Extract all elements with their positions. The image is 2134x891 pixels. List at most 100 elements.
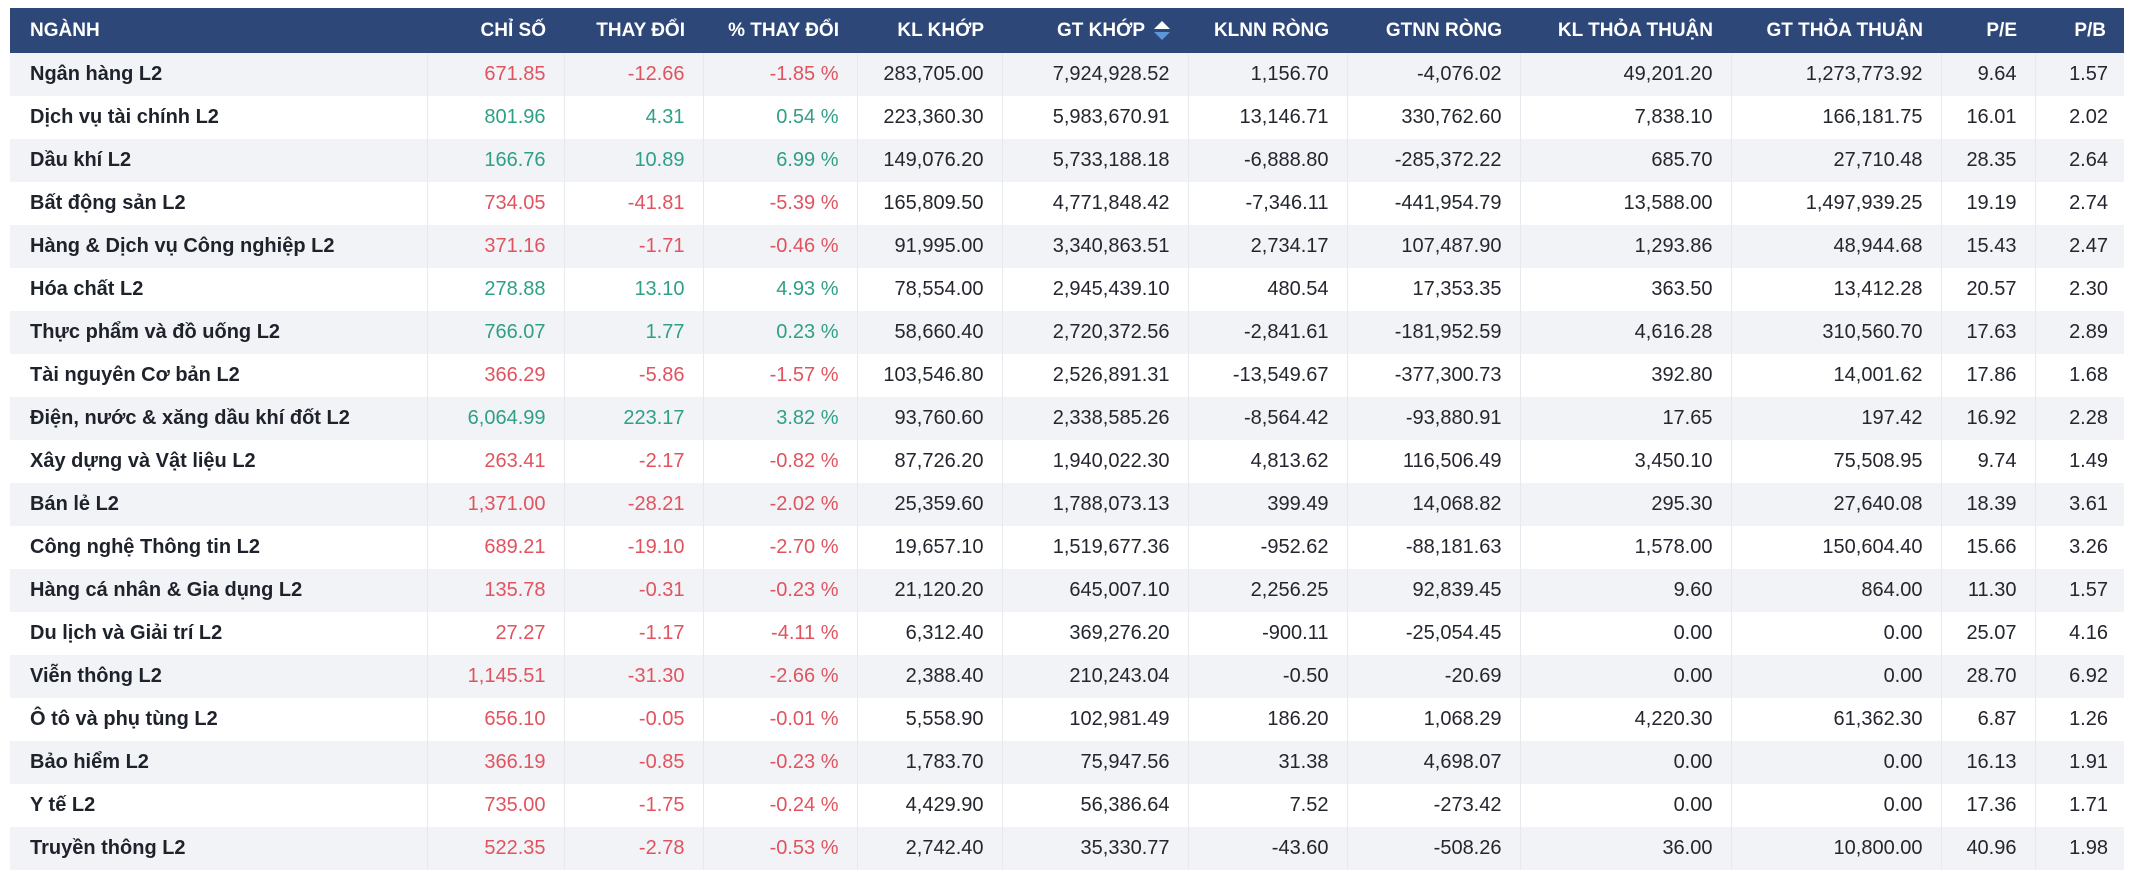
- cell-thay-doi: -19.10: [563, 526, 703, 569]
- cell-pct-thay-doi: -1.57 %: [702, 354, 857, 397]
- table-row[interactable]: Tài nguyên Cơ bản L2 366.29 -5.86 -1.57 % 10…: [10, 354, 2124, 397]
- column-header-pct-thay-doi[interactable]: % THAY ĐỔI: [703, 8, 857, 53]
- cell-gtnn-rong: -25,054.45: [1346, 612, 1520, 655]
- cell-kl-thoa-thuan: 392.80: [1519, 354, 1731, 397]
- table-row[interactable]: Truyền thông L2 522.35 -2.78 -0.53 % 2,742.4…: [10, 827, 2124, 870]
- cell-pct-thay-doi: 0.23 %: [702, 311, 857, 354]
- cell-kl-khop: 6,312.40: [856, 612, 1002, 655]
- cell-pct-thay-doi: -1.85 %: [702, 53, 857, 96]
- cell-klnn-rong: 1,156.70: [1187, 53, 1347, 96]
- cell-pe: 17.36: [1940, 784, 2035, 827]
- column-header-pe[interactable]: P/E: [1941, 8, 2035, 53]
- table-row[interactable]: Hóa chất L2 278.88 13.10 4.93 % 78,554.00 2,9…: [10, 268, 2124, 311]
- cell-gt-thoa-thuan: 75,508.95: [1730, 440, 1941, 483]
- table-row[interactable]: Bảo hiểm L2 366.19 -0.85 -0.23 % 1,783.70 75,…: [10, 741, 2124, 784]
- cell-thay-doi: 223.17: [563, 397, 703, 440]
- cell-kl-khop: 2,742.40: [856, 827, 1002, 870]
- cell-pct-thay-doi: -0.23 %: [702, 741, 857, 784]
- table-row[interactable]: Ô tô và phụ tùng L2 656.10 -0.05 -0.01 % 5,5…: [10, 698, 2124, 741]
- cell-thay-doi: -0.31: [563, 569, 703, 612]
- cell-pb: 4.16: [2034, 612, 2124, 655]
- cell-gtnn-rong: -273.42: [1346, 784, 1520, 827]
- cell-klnn-rong: 13,146.71: [1187, 96, 1347, 139]
- cell-gt-khop: 75,947.56: [1001, 741, 1188, 784]
- cell-pct-thay-doi: -2.70 %: [702, 526, 857, 569]
- table-row[interactable]: Dịch vụ tài chính L2 801.96 4.31 0.54 % 223,…: [10, 96, 2124, 139]
- cell-chi-so: 6,064.99: [426, 397, 564, 440]
- cell-name: Xây dựng và Vật liệu L2: [30, 450, 256, 472]
- column-header-kl-thoa-thuan[interactable]: KL THỎA THUẬN: [1520, 8, 1731, 53]
- cell-gt-thoa-thuan: 0.00: [1730, 612, 1941, 655]
- table-row[interactable]: Công nghệ Thông tin L2 689.21 -19.10 -2.70 …: [10, 526, 2124, 569]
- sort-icon[interactable]: [1154, 21, 1170, 40]
- cell-gtnn-rong: -181,952.59: [1346, 311, 1520, 354]
- table-row[interactable]: Bất động sản L2 734.05 -41.81 -5.39 % 165,80…: [10, 182, 2124, 225]
- cell-pb: 3.61: [2034, 483, 2124, 526]
- cell-kl-khop: 21,120.20: [856, 569, 1002, 612]
- cell-gt-khop: 2,526,891.31: [1001, 354, 1188, 397]
- column-header-gt-thoa-thuan[interactable]: GT THỎA THUẬN: [1731, 8, 1941, 53]
- cell-name: Ngân hàng L2: [10, 53, 427, 96]
- table-row[interactable]: Ngân hàng L2 671.85 -12.66 -1.85 % 283,705.0…: [10, 53, 2124, 96]
- column-header-kl-khop[interactable]: KL KHỚP: [857, 8, 1002, 53]
- column-header-klnn-rong[interactable]: KLNN RÒNG: [1188, 8, 1347, 53]
- cell-gt-khop: 35,330.77: [1001, 827, 1188, 870]
- cell-gtnn-rong: 330,762.60: [1346, 96, 1520, 139]
- column-header-chi-so[interactable]: CHỈ SỐ: [427, 8, 564, 53]
- cell-gtnn-rong: -4,076.02: [1346, 53, 1520, 96]
- cell-gt-thoa-thuan: 310,560.70: [1730, 311, 1941, 354]
- cell-kl-khop: 93,760.60: [856, 397, 1002, 440]
- cell-gtnn-rong: 1,068.29: [1346, 698, 1520, 741]
- cell-kl-thoa-thuan: 0.00: [1519, 612, 1731, 655]
- cell-chi-so: 671.85: [426, 53, 564, 96]
- cell-gtnn-rong: -508.26: [1346, 827, 1520, 870]
- cell-pe: 40.96: [1940, 827, 2035, 870]
- cell-kl-thoa-thuan: 0.00: [1519, 784, 1731, 827]
- cell-gt-thoa-thuan: 150,604.40: [1730, 526, 1941, 569]
- table-row[interactable]: Hàng cá nhân & Gia dụng L2 135.78 -0.31 -0.…: [10, 569, 2124, 612]
- cell-chi-so: 263.41: [426, 440, 564, 483]
- column-header-pb[interactable]: P/B: [2035, 8, 2124, 53]
- cell-thay-doi: -2.78: [563, 827, 703, 870]
- cell-pct-thay-doi: -5.39 %: [702, 182, 857, 225]
- cell-kl-thoa-thuan: 4,616.28: [1519, 311, 1731, 354]
- column-header-thay-doi[interactable]: THAY ĐỔI: [564, 8, 703, 53]
- cell-kl-khop: 283,705.00: [856, 53, 1002, 96]
- cell-kl-khop: 25,359.60: [856, 483, 1002, 526]
- table-header: NGÀNH CHỈ SỐ THAY ĐỔI % THAY ĐỔI KL KHỚP…: [10, 8, 2124, 53]
- cell-pct-thay-doi: 6.99 %: [702, 139, 857, 182]
- column-header-nganh[interactable]: NGÀNH: [10, 8, 427, 53]
- cell-kl-thoa-thuan: 0.00: [1519, 655, 1731, 698]
- cell-name: Điện, nước & xăng dầu khí đốt L2: [10, 397, 427, 440]
- cell-chi-so: 366.19: [426, 741, 564, 784]
- cell-name: Du lịch và Giải trí L2: [30, 622, 223, 644]
- cell-klnn-rong: -43.60: [1187, 827, 1347, 870]
- cell-name: Dịch vụ tài chính L2: [30, 106, 219, 128]
- cell-chi-so: 735.00: [426, 784, 564, 827]
- column-label-gt-khop: GT KHỚP: [1057, 19, 1145, 41]
- cell-gt-khop: 7,924,928.52: [1001, 53, 1188, 96]
- table-row[interactable]: Thực phẩm và đồ uống L2 766.07 1.77 0.23 % 5…: [10, 311, 2124, 354]
- cell-pe: 11.30: [1940, 569, 2035, 612]
- cell-thay-doi: -2.17: [563, 440, 703, 483]
- cell-pct-thay-doi: 3.82 %: [702, 397, 857, 440]
- cell-chi-so: 734.05: [426, 182, 564, 225]
- column-header-gtnn-rong[interactable]: GTNN RÒNG: [1347, 8, 1520, 53]
- cell-gtnn-rong: -88,181.63: [1346, 526, 1520, 569]
- cell-gt-thoa-thuan: 197.42: [1730, 397, 1941, 440]
- cell-thay-doi: -41.81: [563, 182, 703, 225]
- cell-klnn-rong: -7,346.11: [1187, 182, 1347, 225]
- cell-gt-khop: 56,386.64: [1001, 784, 1188, 827]
- table-row[interactable]: Xây dựng và Vật liệu L2 263.41 -2.17 -0.82 …: [10, 440, 2124, 483]
- cell-thay-doi: 1.77: [563, 311, 703, 354]
- table-row[interactable]: Y tế L2 735.00 -1.75 -0.24 % 4,429.90 56,386.…: [10, 784, 2124, 827]
- table-row[interactable]: Dầu khí L2 166.76 10.89 6.99 % 149,076.20 5,7…: [10, 139, 2124, 182]
- table-row[interactable]: Bán lẻ L2 1,371.00 -28.21 -2.02 % 25,359.60 1…: [10, 483, 2124, 526]
- cell-chi-so: 522.35: [426, 827, 564, 870]
- table-row[interactable]: Viễn thông L2 1,145.51 -31.30 -2.66 % 2,388.…: [10, 655, 2124, 698]
- cell-thay-doi: -31.30: [563, 655, 703, 698]
- table-row[interactable]: Điện, nước & xăng dầu khí đốt L2 6,064.99…: [10, 397, 2124, 440]
- table-row[interactable]: Hàng & Dịch vụ Công nghiệp L2 371.16 -1.71…: [10, 225, 2124, 268]
- column-header-gt-khop[interactable]: GT KHỚP: [1002, 8, 1188, 53]
- table-row[interactable]: Du lịch và Giải trí L2 27.27 -1.17 -4.11 % 6…: [10, 612, 2124, 655]
